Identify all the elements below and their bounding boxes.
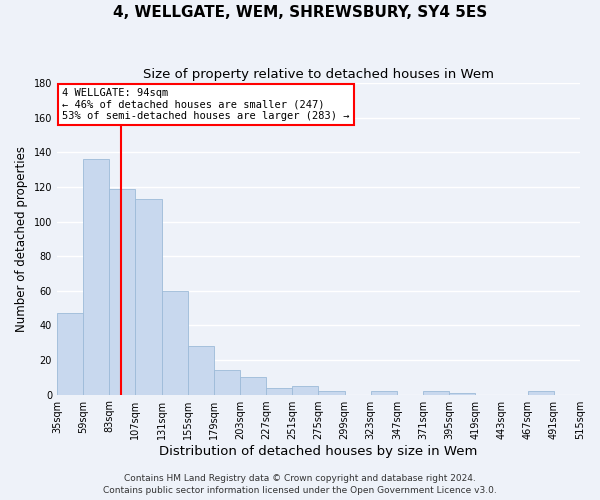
Bar: [188, 346, 214, 395]
Text: Contains HM Land Registry data © Crown copyright and database right 2024.
Contai: Contains HM Land Registry data © Crown c…: [103, 474, 497, 495]
Bar: [292, 386, 319, 394]
Bar: [423, 391, 449, 394]
Bar: [136, 199, 161, 394]
Y-axis label: Number of detached properties: Number of detached properties: [15, 146, 28, 332]
Bar: [240, 378, 266, 394]
Text: 4, WELLGATE, WEM, SHREWSBURY, SY4 5ES: 4, WELLGATE, WEM, SHREWSBURY, SY4 5ES: [113, 5, 487, 20]
Bar: [161, 290, 188, 395]
Bar: [371, 391, 397, 394]
Bar: [83, 159, 109, 394]
Bar: [57, 313, 83, 394]
X-axis label: Distribution of detached houses by size in Wem: Distribution of detached houses by size …: [159, 444, 478, 458]
Bar: [319, 391, 344, 394]
Bar: [266, 388, 292, 394]
Bar: [527, 391, 554, 394]
Title: Size of property relative to detached houses in Wem: Size of property relative to detached ho…: [143, 68, 494, 80]
Bar: [109, 188, 136, 394]
Text: 4 WELLGATE: 94sqm
← 46% of detached houses are smaller (247)
53% of semi-detache: 4 WELLGATE: 94sqm ← 46% of detached hous…: [62, 88, 350, 121]
Bar: [449, 393, 475, 394]
Bar: [214, 370, 240, 394]
